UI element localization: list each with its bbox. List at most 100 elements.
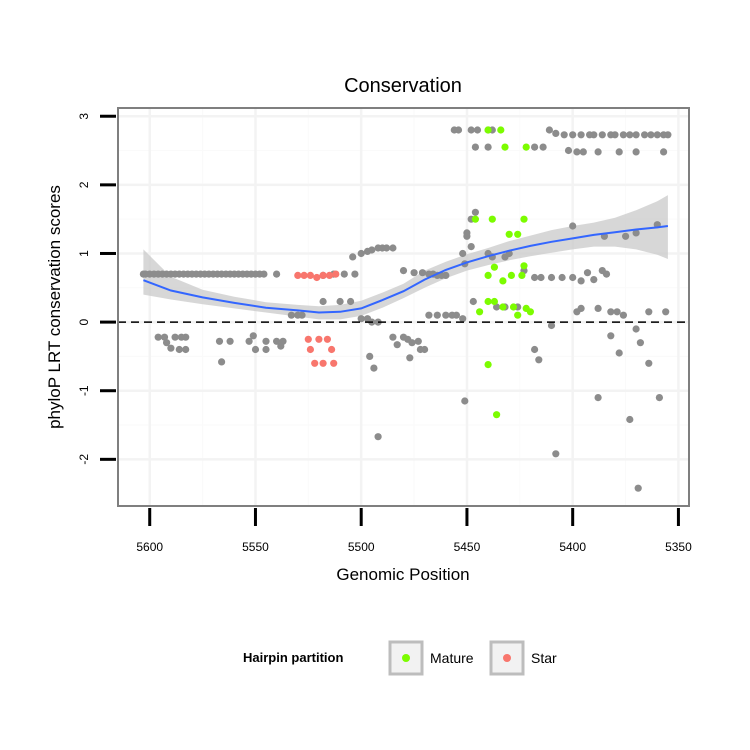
y-axis-label: phyloP LRT conservation scores xyxy=(45,185,64,429)
point-star xyxy=(332,270,340,278)
y-axis: -2 -1 0 1 2 3 xyxy=(77,113,116,465)
chart-title: Conservation xyxy=(344,75,462,97)
x-tick-label: 5600 xyxy=(136,540,163,554)
point-other xyxy=(383,244,391,252)
point-other xyxy=(347,297,355,306)
point-other xyxy=(277,342,285,350)
point-other xyxy=(664,131,672,139)
points-layer xyxy=(139,126,672,492)
point-other xyxy=(374,433,382,441)
point-mature xyxy=(493,411,501,419)
point-other xyxy=(484,143,492,151)
point-mature xyxy=(490,297,498,306)
plot-border xyxy=(117,107,690,507)
point-other xyxy=(459,249,467,258)
point-other xyxy=(558,273,566,282)
point-mature xyxy=(514,311,522,319)
point-other xyxy=(433,311,441,319)
point-other xyxy=(569,273,577,282)
point-other xyxy=(421,345,429,354)
point-other xyxy=(579,148,587,156)
point-other xyxy=(632,148,640,156)
point-star xyxy=(300,271,308,279)
point-other xyxy=(418,269,427,277)
point-other xyxy=(298,311,306,319)
x-axis: 5600 5550 5500 5450 5400 5350 xyxy=(136,508,692,554)
point-other xyxy=(632,229,640,237)
point-other xyxy=(647,131,655,139)
point-mature xyxy=(514,230,522,238)
point-other xyxy=(493,303,501,311)
point-other xyxy=(471,143,479,151)
point-mature xyxy=(484,271,492,279)
point-other xyxy=(273,337,281,345)
point-other xyxy=(442,311,450,319)
y-tick-label: 1 xyxy=(77,250,91,257)
point-other xyxy=(366,352,374,360)
point-star xyxy=(313,273,321,282)
point-other xyxy=(389,333,397,341)
y-tick-label: 0 xyxy=(77,318,91,325)
x-axis-label: Genomic Position xyxy=(336,565,469,584)
point-other xyxy=(564,146,573,155)
point-star xyxy=(306,271,314,279)
point-other xyxy=(552,129,560,137)
point-other xyxy=(452,311,460,319)
point-other xyxy=(469,297,477,306)
point-other xyxy=(425,311,433,319)
point-other xyxy=(251,345,260,354)
point-mature xyxy=(520,262,528,270)
point-other xyxy=(615,349,623,357)
point-mature xyxy=(484,361,492,369)
point-other xyxy=(641,131,649,139)
point-other xyxy=(590,276,598,284)
point-other xyxy=(249,332,257,340)
point-other xyxy=(273,270,281,278)
point-other xyxy=(154,333,162,341)
point-other xyxy=(454,126,463,134)
x-tick-label: 5550 xyxy=(242,540,269,554)
point-star xyxy=(319,271,327,279)
point-other xyxy=(577,277,585,285)
point-other xyxy=(319,297,327,306)
point-mature xyxy=(471,215,479,223)
x-tick-label: 5400 xyxy=(559,540,586,554)
point-mature xyxy=(476,308,484,316)
point-other xyxy=(351,270,359,278)
point-other xyxy=(632,131,640,139)
point-other xyxy=(590,131,598,139)
point-other xyxy=(583,269,592,277)
point-other xyxy=(389,244,397,252)
point-other xyxy=(215,337,224,345)
point-star xyxy=(330,359,338,367)
point-mature xyxy=(499,303,507,311)
point-other xyxy=(594,394,602,402)
point-star xyxy=(311,359,319,367)
point-other xyxy=(613,308,621,316)
legend-key-star xyxy=(489,640,525,676)
point-other xyxy=(535,356,543,364)
point-other xyxy=(287,311,295,319)
point-mature xyxy=(507,271,515,279)
point-other xyxy=(569,131,577,139)
point-other xyxy=(531,345,539,354)
point-other xyxy=(163,339,171,347)
point-other xyxy=(262,345,270,354)
point-mature xyxy=(497,126,505,134)
point-other xyxy=(182,345,190,354)
x-tick-label: 5500 xyxy=(348,540,375,554)
x-tick-label: 5350 xyxy=(665,540,692,554)
legend-label-mature: Mature xyxy=(430,650,474,666)
point-mature xyxy=(505,230,513,238)
point-mature xyxy=(488,215,496,223)
point-star xyxy=(319,359,327,367)
point-mature xyxy=(522,304,530,312)
point-other xyxy=(245,337,253,345)
point-other xyxy=(218,358,226,366)
point-other xyxy=(611,131,619,139)
point-other xyxy=(399,267,408,275)
point-other xyxy=(410,269,418,277)
point-other xyxy=(619,131,628,139)
point-mature xyxy=(520,215,528,223)
point-other xyxy=(349,253,357,261)
